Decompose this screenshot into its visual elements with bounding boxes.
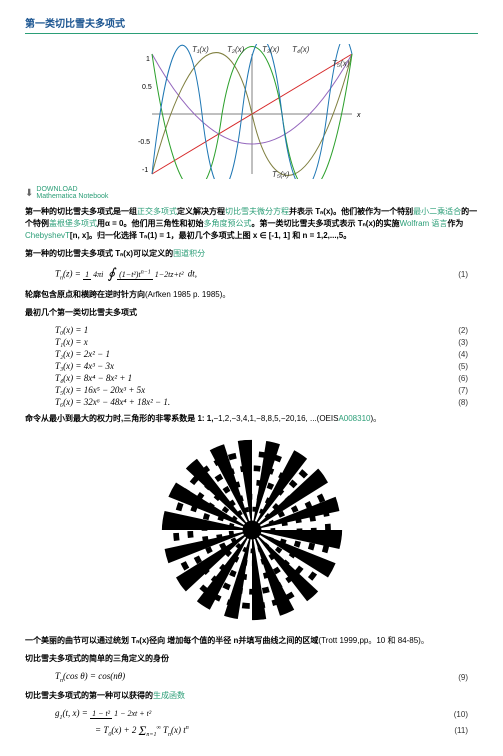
equation-11: = T0(x) + 2 Σn=1∞ Tn(x) tn (11)	[25, 723, 478, 739]
poly-3: T₃(x) = 4x³ − 3x(5)	[25, 361, 478, 371]
svg-text:x: x	[356, 112, 361, 119]
download-text2: Mathematica Notebook	[36, 193, 108, 200]
chebyshev-chart: 1 0.5 -0.5 -1 x T₁(x) T₂(x) T₃(x) T₄(x) …	[25, 44, 478, 181]
svg-text:T₄(x): T₄(x)	[292, 45, 310, 54]
equation-1: Tn(z) = 14πi ∮ (1−t²)tn−11−2tz+t² dt, (1…	[25, 266, 478, 283]
coef-text: 命令从最小到最大的权力时,三角形的非零系数是 1: 1,−1,2,−3,4,1,…	[25, 413, 478, 425]
trig-header: 切比雪夫多项式的简单的三角定义的身份	[25, 653, 478, 665]
download-text1: DOWNLOAD	[36, 186, 77, 193]
svg-text:0.5: 0.5	[142, 84, 152, 91]
svg-text:-0.5: -0.5	[138, 139, 150, 146]
equation-9: Tn(cos θ) = cos(nθ) (9)	[25, 671, 478, 684]
svg-text:T₃(x): T₃(x)	[262, 45, 280, 54]
download-notebook-link[interactable]: ⬇ DOWNLOAD Mathematica Notebook	[25, 186, 478, 200]
first-few-header: 最初几个第一类切比雪夫多项式	[25, 307, 478, 319]
poly-4: T₄(x) = 8x⁴ − 8x² + 1(6)	[25, 373, 478, 383]
page-title: 第一类切比雪夫多项式	[25, 15, 478, 34]
svg-text:1: 1	[146, 56, 150, 63]
intro-paragraph: 第一种的切比雪夫多项式是一组正交多项式定义解决方程切比雪夫微分方程并表示 Tₙ(…	[25, 206, 478, 242]
equation-10: g1(t, x) = 1 − t²1 − 2xt + t² (10)	[25, 708, 478, 721]
svg-text:T₅(x): T₅(x)	[272, 170, 290, 179]
genfunc-header: 切比雪夫多项式的第一种可以获得的生成函数	[25, 690, 478, 702]
poly-6: T₆(x) = 32x⁶ − 48x⁴ + 18x² − 1.(8)	[25, 397, 478, 407]
poly-2: T₂(x) = 2x² − 1(4)	[25, 349, 478, 359]
download-icon: ⬇	[25, 188, 33, 199]
spiral-figure	[152, 435, 352, 625]
oeis-link[interactable]: A008310	[338, 414, 370, 423]
svg-text:-1: -1	[142, 167, 148, 174]
svg-text:T₁(x): T₁(x)	[192, 45, 209, 54]
contour-intro: 第一种的切比雪夫多项式 Tₙ(x)可以定义的围道积分	[25, 248, 478, 260]
poly-0: T₀(x) = 1(2)	[25, 325, 478, 335]
svg-text:T₂(x): T₂(x)	[227, 45, 245, 54]
origin-text: 轮廓包含原点和横跨在逆时针方向(Arfken 1985 p. 1985)。	[25, 289, 478, 301]
spiral-caption: 一个美丽的曲节可以通过统划 Tₙ(x)径向 增加每个值的半径 n并填写曲线之间的…	[25, 635, 478, 647]
poly-1: T₁(x) = x(3)	[25, 337, 478, 347]
poly-5: T₅(x) = 16x⁵ − 20x³ + 5x(7)	[25, 385, 478, 395]
svg-text:T₅(x): T₅(x)	[332, 59, 350, 68]
